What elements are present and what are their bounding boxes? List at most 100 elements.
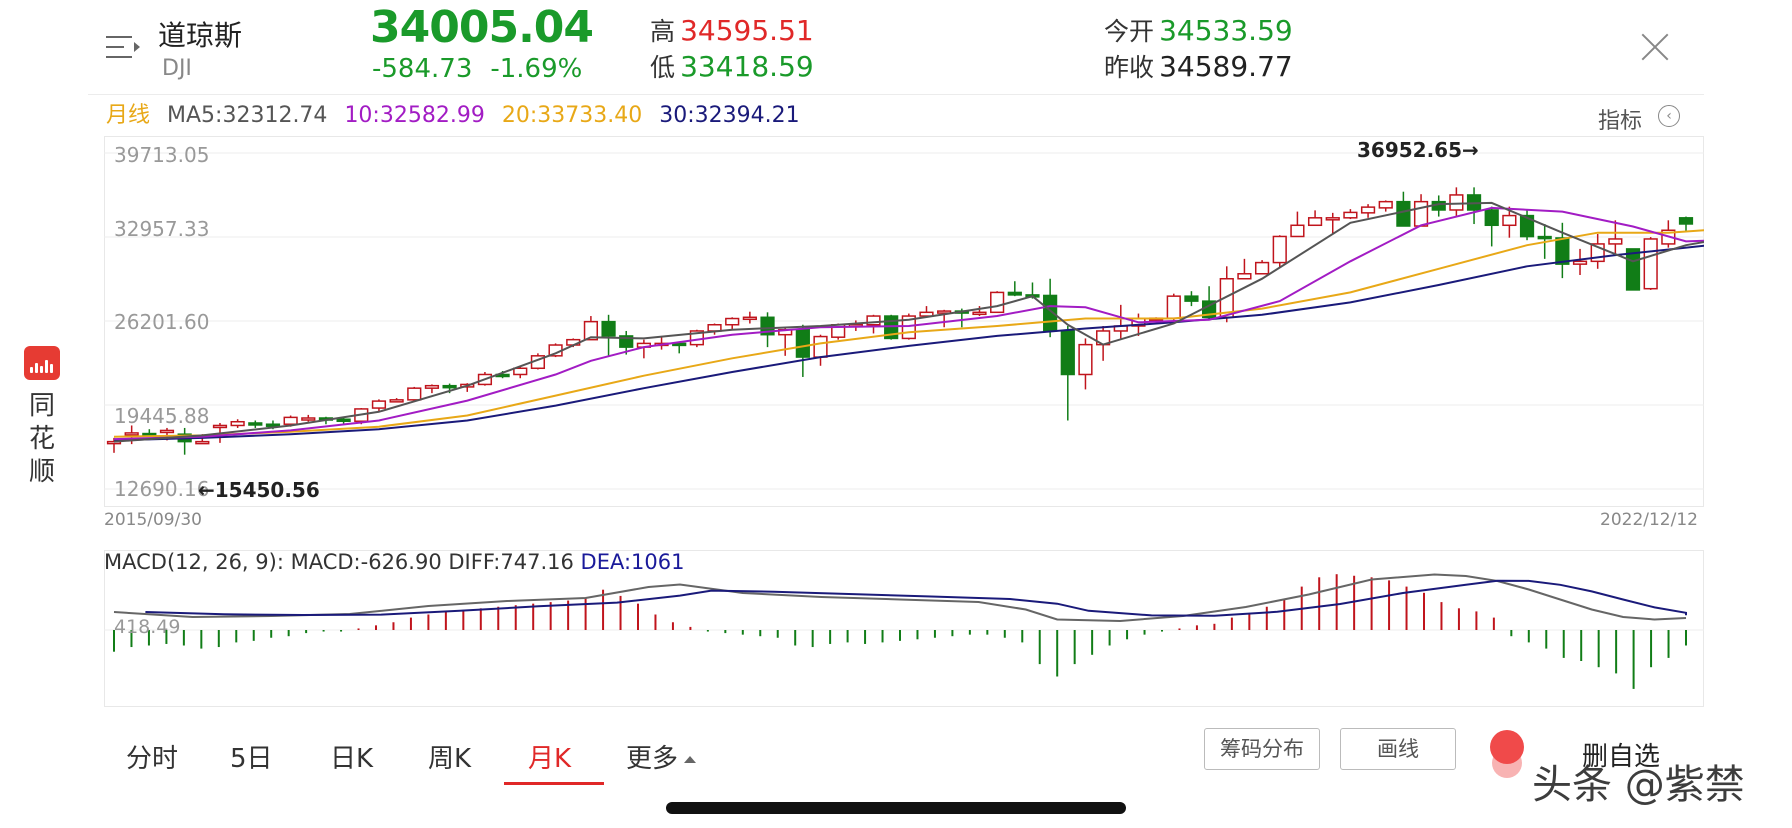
y-tick: 39713.05	[114, 143, 210, 167]
chevron-left-circle-icon[interactable]: ‹	[1658, 105, 1680, 127]
candle-body	[1449, 194, 1464, 211]
candle-body	[1343, 211, 1358, 219]
period-label: 月线	[106, 103, 151, 128]
date-start: 2015/09/30	[104, 510, 202, 530]
candle-body	[1254, 261, 1270, 275]
candle-body	[1555, 237, 1570, 265]
candle-body	[301, 417, 316, 421]
candle-body	[1502, 214, 1517, 227]
candle-body	[1272, 235, 1287, 264]
candle-body	[1413, 200, 1429, 227]
ma30-label: 30:32394.21	[659, 103, 800, 128]
tab-day-k[interactable]: 日K	[330, 744, 374, 774]
ths-logo-icon	[24, 346, 60, 380]
macd-zero-label: 418.49	[114, 616, 181, 638]
chip-distribution-button[interactable]: 筹码分布	[1204, 728, 1320, 770]
tab-more[interactable]: 更多	[626, 738, 697, 775]
ma-legend: 月线 MA5:32312.74 10:32582.99 20:33733.40 …	[106, 97, 810, 129]
candle-body	[195, 440, 210, 445]
prev-close-price: 昨收 34589.77	[1104, 48, 1293, 84]
candle-body	[1484, 209, 1499, 227]
high-label: 高	[650, 17, 676, 46]
header-divider	[88, 94, 1704, 95]
candle-body	[1396, 200, 1411, 227]
home-indicator[interactable]	[666, 802, 1126, 814]
ma20-label: 20:33733.40	[501, 103, 643, 128]
diff-line	[113, 573, 1687, 623]
macd-value: MACD:-626.90	[290, 550, 442, 574]
candle-body	[760, 316, 775, 336]
indicator-button[interactable]: 指标	[1598, 109, 1643, 134]
candle-body	[1625, 248, 1641, 291]
tab-week-k[interactable]: 周K	[428, 744, 472, 774]
open-price: 今开 34533.59	[1104, 12, 1293, 48]
low-value: 33418.59	[680, 50, 814, 83]
tab-five-day[interactable]: 5日	[230, 744, 273, 774]
y-tick: 19445.88	[114, 404, 210, 428]
y-tick: 32957.33	[114, 217, 210, 241]
candle-body	[1184, 295, 1199, 302]
open-label: 今开	[1104, 17, 1155, 46]
favorite-dot-icon[interactable]	[1490, 730, 1524, 764]
macd-chart-frame[interactable]	[104, 550, 1704, 707]
ma5-line	[113, 201, 1704, 443]
candle-body	[1378, 200, 1393, 209]
macd-chart[interactable]	[104, 550, 1704, 707]
candle-body	[442, 384, 457, 389]
high-value: 34595.51	[680, 14, 814, 47]
ma10-label: 10:32582.99	[344, 103, 485, 128]
candle-body	[424, 384, 440, 389]
candle-body	[248, 422, 263, 426]
candle-body	[1643, 238, 1658, 290]
macd-prefix: MACD(12, 26, 9):	[104, 550, 284, 574]
candle-body	[1325, 217, 1340, 221]
ma5-label: MA5:32312.74	[167, 103, 328, 128]
close-icon[interactable]	[1640, 32, 1670, 62]
draw-line-button[interactable]: 画线	[1340, 728, 1456, 770]
candle-body	[159, 429, 175, 434]
candle-body	[1166, 295, 1181, 319]
index-code: DJI	[162, 56, 192, 81]
watermark: 头条 @紫禁	[1532, 762, 1745, 808]
ma30-line	[113, 244, 1704, 442]
brand-name: 同花顺	[28, 391, 55, 487]
remove-favorite-button[interactable]: 删自选	[1582, 742, 1661, 772]
candle-body	[672, 342, 687, 347]
price-change: -584.73 -1.69%	[372, 54, 600, 84]
dea-value: DEA:1061	[580, 550, 685, 574]
candle-body	[1290, 224, 1305, 238]
candle-body	[389, 399, 404, 403]
prev-close-label: 昨收	[1104, 53, 1155, 82]
candle-body	[583, 320, 599, 341]
change-percent: -1.69%	[490, 54, 583, 84]
candle-body	[1078, 343, 1093, 376]
candle-body	[619, 335, 634, 348]
tab-intraday[interactable]: 分时	[126, 744, 179, 774]
menu-icon[interactable]	[106, 36, 140, 60]
candle-body	[1519, 214, 1535, 238]
current-price: 34005.04	[370, 2, 594, 53]
kline-chart[interactable]	[104, 136, 1704, 507]
candle-body	[371, 400, 387, 409]
min-annotation: ←15450.56	[198, 478, 320, 502]
candle-body	[1360, 206, 1376, 214]
ma20-line	[113, 229, 1704, 438]
low-label: 低	[650, 53, 676, 82]
candle-body	[106, 440, 122, 445]
macd-legend: MACD(12, 26, 9): MACD:-626.90 DIFF:747.1…	[104, 550, 685, 574]
max-annotation: 36952.65→	[1357, 138, 1479, 162]
open-value: 34533.59	[1159, 14, 1293, 47]
candle-body	[795, 328, 810, 358]
prev-close-value: 34589.77	[1159, 50, 1293, 83]
candle-body	[813, 335, 828, 358]
candle-body	[1307, 217, 1323, 227]
dea-line	[145, 579, 1687, 617]
candle-body	[990, 291, 1005, 314]
diff-value: DIFF:747.16	[448, 550, 574, 574]
candle-body	[866, 315, 881, 326]
candle-body	[601, 320, 616, 337]
candle-body	[1537, 235, 1552, 240]
date-end: 2022/12/12	[1600, 510, 1698, 530]
change-value: -584.73	[372, 54, 473, 84]
tab-month-k[interactable]: 月K	[528, 744, 572, 774]
